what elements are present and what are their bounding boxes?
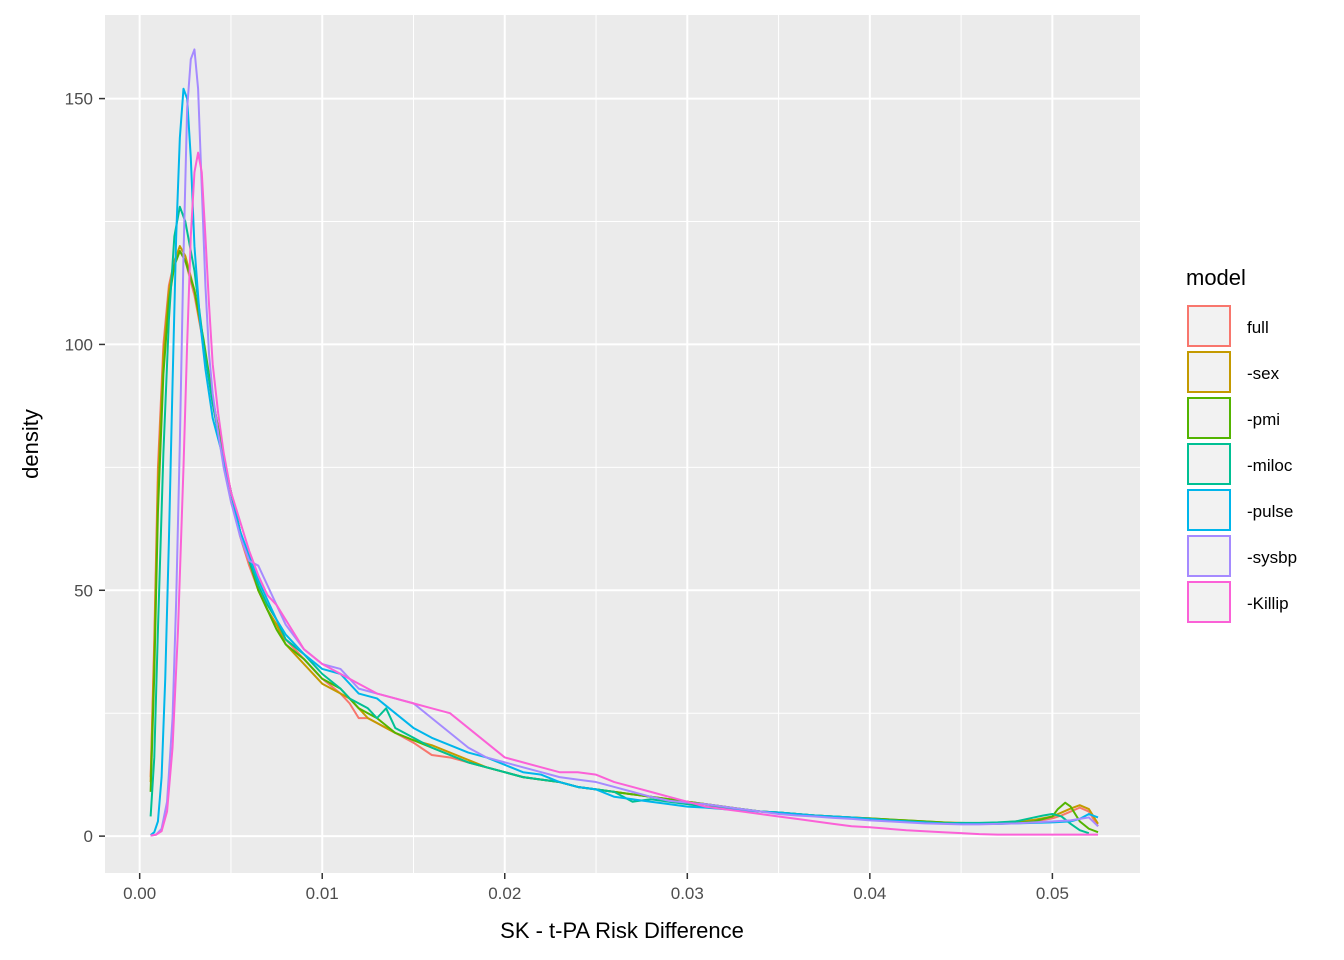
legend-key: [1187, 535, 1231, 577]
legend-item: -sysbp: [1187, 535, 1297, 577]
axes: 0.00 0.01 0.02 0.03 0.04 0.05 0 50 100 150: [65, 90, 1069, 903]
density-line-sysbp: [150, 48, 1099, 837]
legend-label: full: [1247, 318, 1269, 337]
legend: model full -sex -pmi -miloc -pulse -sysbp -Kil…: [1186, 265, 1297, 623]
x-tick-label: 0.04: [853, 884, 886, 903]
legend-label: -sysbp: [1247, 548, 1297, 567]
legend-item: -sex: [1187, 351, 1280, 393]
density-curves: [149, 48, 1099, 837]
legend-key: [1187, 351, 1231, 393]
y-axis-title: density: [18, 409, 43, 479]
x-axis-title: SK - t-PA Risk Difference: [500, 918, 744, 943]
x-tick-label: 0.05: [1036, 884, 1069, 903]
legend-label: -pmi: [1247, 410, 1280, 429]
legend-item: -miloc: [1187, 443, 1293, 485]
legend-label: -sex: [1247, 364, 1280, 383]
y-tick-label: 50: [74, 581, 93, 600]
legend-label: -miloc: [1247, 456, 1293, 475]
y-tick-label: 150: [65, 90, 93, 109]
legend-item: -pmi: [1187, 397, 1280, 439]
x-tick-label: 0.01: [306, 884, 339, 903]
legend-key: [1187, 443, 1231, 485]
legend-key: [1187, 581, 1231, 623]
grid-lines: [105, 15, 1140, 873]
y-tick-label: 0: [84, 827, 93, 846]
legend-item: -Killip: [1187, 581, 1289, 623]
legend-key: [1187, 397, 1231, 439]
x-tick-label: 0.02: [488, 884, 521, 903]
x-tick-label: 0.00: [123, 884, 156, 903]
x-tick-label: 0.03: [671, 884, 704, 903]
legend-label: -Killip: [1247, 594, 1289, 613]
legend-key: [1187, 305, 1231, 347]
legend-title: model: [1186, 265, 1246, 290]
legend-item: -pulse: [1187, 489, 1293, 531]
legend-label: -pulse: [1247, 502, 1293, 521]
plot-panel: [105, 15, 1140, 873]
density-line-killip: [150, 151, 1099, 837]
y-tick-label: 100: [65, 335, 93, 354]
legend-key: [1187, 489, 1231, 531]
legend-item: full: [1187, 305, 1269, 347]
